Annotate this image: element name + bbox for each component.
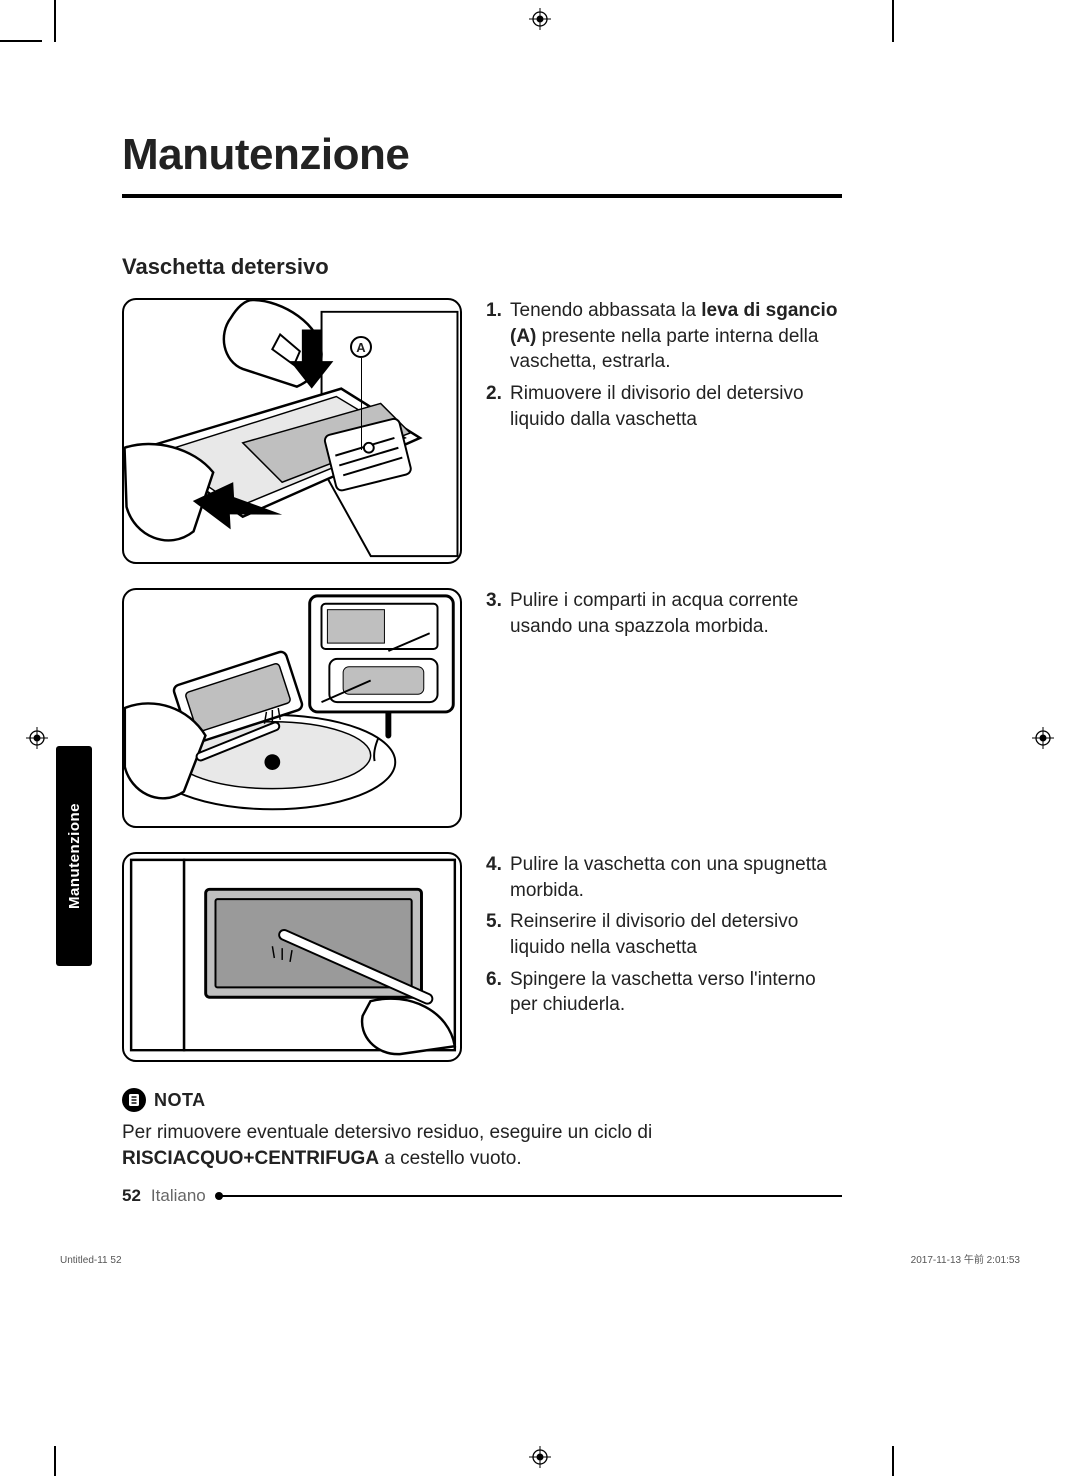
list-item: 1. Tenendo abbassata la leva di sgancio …	[486, 298, 842, 375]
registration-mark-icon	[1032, 727, 1054, 749]
step-number: 6.	[486, 967, 510, 1018]
figure-clean-recess	[122, 852, 462, 1062]
registration-mark-icon	[529, 8, 551, 30]
step-number: 5.	[486, 909, 510, 960]
page-body: Manutenzione Vaschetta detersivo	[122, 130, 842, 1171]
list-item: 5. Reinserire il divisorio del detersivo…	[486, 909, 842, 960]
step-text: Reinserire il divisorio del detersivo li…	[510, 909, 842, 960]
steps-list: 1. Tenendo abbassata la leva di sgancio …	[462, 298, 842, 438]
step-number: 3.	[486, 588, 510, 639]
footer-rule	[220, 1195, 842, 1197]
list-item: 4. Pulire la vaschetta con una spugnetta…	[486, 852, 842, 903]
page-footer: 52 Italiano	[122, 1186, 842, 1206]
step-text: Pulire la vaschetta con una spugnetta mo…	[510, 852, 842, 903]
note-icon	[122, 1088, 146, 1112]
note-heading: NOTA	[122, 1088, 842, 1112]
crop-tick	[54, 1446, 56, 1476]
registration-mark-icon	[26, 727, 48, 749]
crop-tick	[892, 1446, 894, 1476]
instruction-block: A 1. Tenendo abbassata la leva di sganci…	[122, 298, 842, 564]
section-tab: Manutenzione	[56, 746, 92, 966]
list-item: 2. Rimuovere il divisorio del detersivo …	[486, 381, 842, 432]
step-number: 4.	[486, 852, 510, 903]
section-subhead: Vaschetta detersivo	[122, 254, 842, 280]
note-label: NOTA	[154, 1090, 206, 1111]
section-tab-label: Manutenzione	[66, 803, 83, 909]
list-item: 3. Pulire i comparti in acqua corrente u…	[486, 588, 842, 639]
note-text: Per rimuovere eventuale detersivo residu…	[122, 1120, 842, 1171]
figure-wash-compartments	[122, 588, 462, 828]
list-item: 6. Spingere la vaschetta verso l'interno…	[486, 967, 842, 1018]
crop-tick	[892, 0, 894, 42]
callout-leader	[361, 358, 362, 450]
page-language: Italiano	[151, 1186, 206, 1206]
step-number: 1.	[486, 298, 510, 375]
callout-badge-a: A	[350, 336, 372, 358]
imprint-left: Untitled-11 52	[60, 1255, 122, 1266]
instruction-block: 3. Pulire i comparti in acqua corrente u…	[122, 588, 842, 828]
steps-list: 4. Pulire la vaschetta con una spugnetta…	[462, 852, 842, 1024]
crop-tick	[0, 40, 42, 42]
instruction-block: 4. Pulire la vaschetta con una spugnetta…	[122, 852, 842, 1062]
steps-list: 3. Pulire i comparti in acqua corrente u…	[462, 588, 842, 645]
step-text: Spingere la vaschetta verso l'interno pe…	[510, 967, 842, 1018]
figure-drawer-remove: A	[122, 298, 462, 564]
page-number: 52	[122, 1186, 141, 1206]
crop-tick	[54, 0, 56, 42]
registration-mark-icon	[529, 1446, 551, 1468]
step-text: Tenendo abbassata la leva di sgancio (A)…	[510, 298, 842, 375]
page-title: Manutenzione	[122, 130, 842, 198]
imprint-right: 2017-11-13 午前 2:01:53	[911, 1251, 1020, 1266]
step-text: Pulire i comparti in acqua corrente usan…	[510, 588, 842, 639]
step-number: 2.	[486, 381, 510, 432]
step-text: Rimuovere il divisorio del detersivo liq…	[510, 381, 842, 432]
